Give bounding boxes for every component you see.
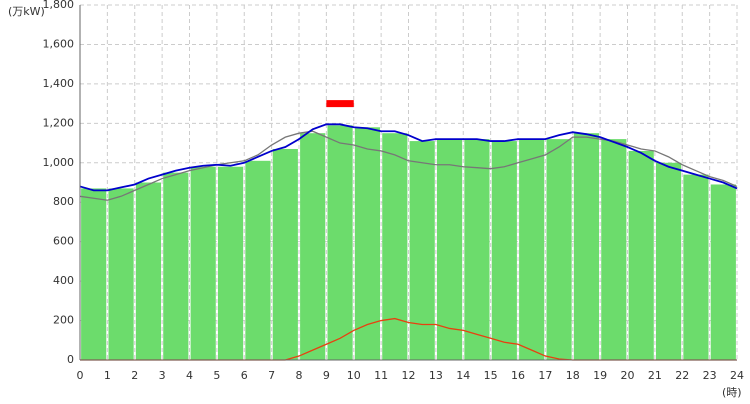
x-tick-label: 3 [159, 369, 166, 382]
x-tick-label: 19 [593, 369, 607, 382]
bar [519, 139, 545, 360]
x-tick-label: 23 [703, 369, 717, 382]
bar [628, 150, 654, 360]
x-tick-label: 14 [456, 369, 470, 382]
bar [108, 188, 134, 360]
x-tick-label: 4 [186, 369, 193, 382]
bar [163, 172, 189, 360]
bar [409, 141, 435, 360]
bar [573, 133, 600, 360]
x-tick-label: 18 [566, 369, 580, 382]
x-tick-label: 20 [621, 369, 635, 382]
bar [710, 184, 736, 360]
line [79, 123, 738, 192]
y-tick-label: 1,000 [43, 156, 75, 169]
x-tick-label: 21 [648, 369, 662, 382]
x-tick-label: 15 [484, 369, 498, 382]
x-tick-label: 5 [213, 369, 220, 382]
x-tick-label: 24 [730, 369, 744, 382]
bar [272, 148, 298, 360]
bar [491, 141, 517, 360]
x-tick-label: 1 [104, 369, 111, 382]
bar [354, 127, 381, 361]
y-tick-label: 200 [53, 314, 74, 327]
y-tick-label: 800 [53, 195, 74, 208]
bar [190, 166, 216, 360]
x-tick-label: 6 [241, 369, 248, 382]
x-tick-label: 8 [296, 369, 303, 382]
bar [300, 133, 326, 360]
bar [81, 188, 107, 360]
x-tick-label: 22 [675, 369, 689, 382]
x-tick-label: 13 [429, 369, 443, 382]
bar [217, 166, 244, 360]
bar [135, 182, 162, 360]
y-tick-label: 400 [53, 274, 74, 287]
x-tick-label: 17 [538, 369, 552, 382]
bar [546, 139, 572, 360]
y-tick-label: 1,600 [43, 37, 75, 50]
bar [327, 125, 353, 360]
bar [655, 162, 682, 360]
x-tick-label: 7 [268, 369, 275, 382]
y-axis-label: (万kW) [8, 5, 45, 18]
x-tick-label: 10 [347, 369, 361, 382]
x-tick-label: 12 [402, 369, 416, 382]
y-tick-label: 1,800 [43, 0, 75, 11]
bar [464, 139, 490, 360]
y-tick-label: 600 [53, 235, 74, 248]
line [79, 130, 738, 201]
y-tick-label: 1,400 [43, 77, 75, 90]
bar [436, 139, 463, 360]
y-tick-label: 1,200 [43, 116, 75, 129]
bar [683, 174, 709, 360]
x-tick-label: 0 [77, 369, 84, 382]
bar [245, 160, 271, 360]
bar [601, 139, 627, 360]
x-tick-label: 11 [374, 369, 388, 382]
x-tick-label: 16 [511, 369, 525, 382]
x-axis-label: (時) [722, 386, 742, 399]
peak-marker [326, 100, 354, 108]
y-tick-label: 0 [67, 353, 74, 366]
bar [382, 133, 408, 360]
x-tick-label: 9 [323, 369, 330, 382]
x-tick-label: 2 [131, 369, 138, 382]
